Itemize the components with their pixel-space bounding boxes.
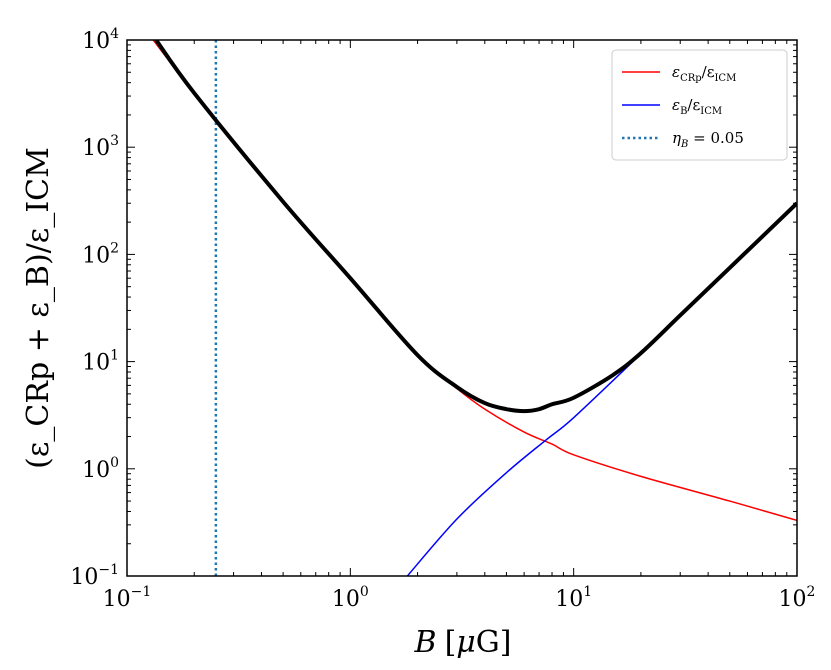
x-tick-label: 100 <box>332 584 369 612</box>
tick-labels: 10−1 100 101 102 10−1 100 101 102 103 104 <box>70 26 815 612</box>
x-tick-label: 102 <box>779 584 816 612</box>
legend-label-eta: ηB = 0.05 <box>672 129 744 150</box>
y-tick-label: 101 <box>82 348 119 376</box>
series-layer <box>152 40 797 576</box>
axes-frame <box>126 39 798 577</box>
y-tick-label: 104 <box>82 26 119 54</box>
x-axis-label: B [μG] <box>414 625 512 660</box>
series-total-line <box>154 40 797 414</box>
legend-box <box>611 49 788 161</box>
y-tick-label: 103 <box>82 133 119 161</box>
legend: εCRp/εICM εB/εICM ηB = 0.05 <box>611 49 788 161</box>
legend-label-b: εB/εICM <box>672 96 722 117</box>
x-tick-label: 101 <box>555 584 592 612</box>
y-axis-label: (ε_CRp + ε_B)/ε_ICM <box>21 147 56 469</box>
y-tick-label: 102 <box>82 240 119 268</box>
y-tick-label: 10−1 <box>70 562 119 590</box>
y-tick-label: 100 <box>82 455 119 483</box>
legend-label-crp: εCRp/εICM <box>672 63 736 84</box>
x-tick-label: 10−1 <box>103 584 152 612</box>
